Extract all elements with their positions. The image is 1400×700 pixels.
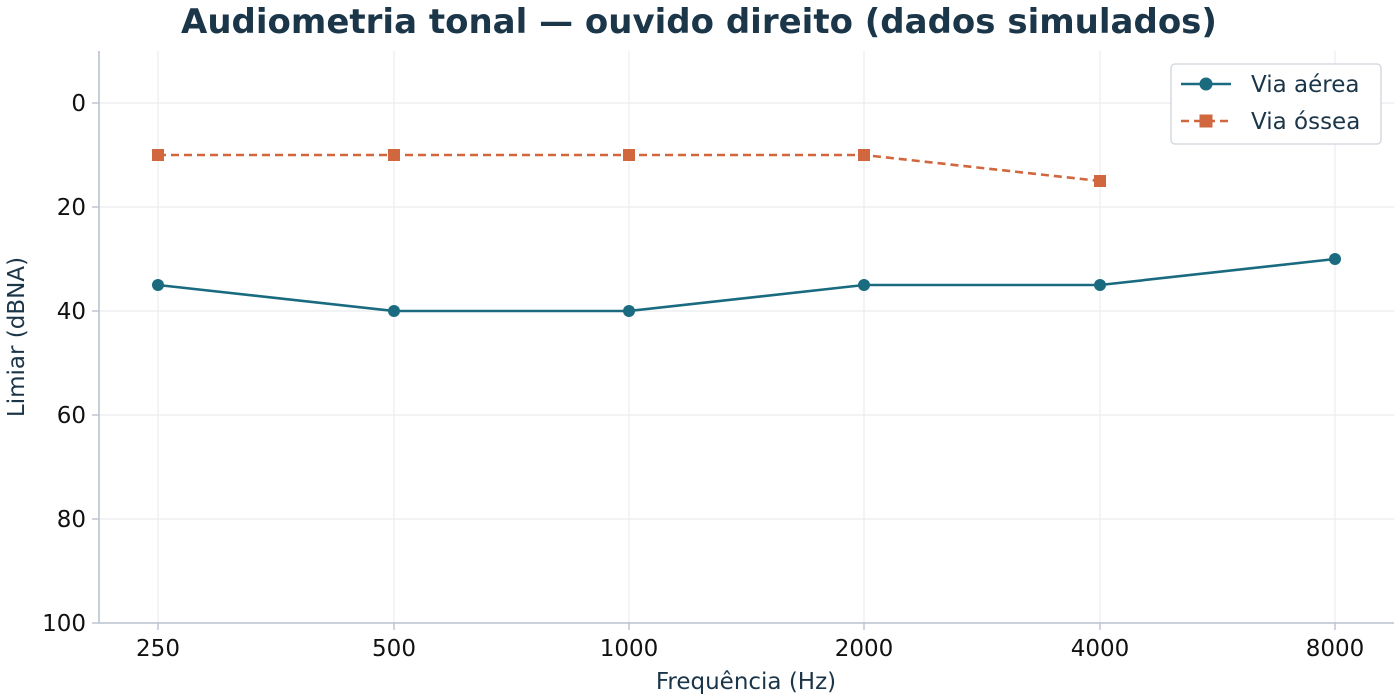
legend-label: Via óssea bbox=[1251, 109, 1360, 135]
y-tick-label: 20 bbox=[57, 195, 86, 221]
series-line bbox=[157, 257, 1336, 313]
y-tick-label: 40 bbox=[57, 299, 86, 325]
y-tick-label: 60 bbox=[57, 403, 86, 429]
x-axis-label: Frequência (Hz) bbox=[656, 669, 836, 695]
x-tick-label: 8000 bbox=[1306, 636, 1365, 662]
data-point bbox=[152, 279, 164, 291]
data-point bbox=[388, 149, 400, 161]
y-tick-label: 100 bbox=[42, 611, 86, 637]
x-tick-label: 1000 bbox=[600, 636, 659, 662]
y-axis-label: Limiar (dBNA) bbox=[4, 257, 30, 417]
legend: Via aérea Via óssea bbox=[1170, 63, 1382, 145]
legend-item: Via aérea bbox=[1181, 72, 1359, 98]
data-point bbox=[1199, 77, 1213, 91]
x-tick-label: 500 bbox=[372, 636, 416, 662]
data-point bbox=[1094, 279, 1106, 291]
data-point bbox=[1094, 175, 1106, 187]
x-tick-label: 250 bbox=[136, 636, 180, 662]
x-tick-label: 2000 bbox=[835, 636, 894, 662]
data-point bbox=[858, 149, 870, 161]
ticks: 250 500 1000 2000 4000 8000 0 20 40 60 80 100 bbox=[42, 91, 1364, 662]
data-point bbox=[623, 305, 635, 317]
data-point bbox=[1199, 114, 1213, 128]
y-tick-label: 0 bbox=[71, 91, 86, 117]
data-point bbox=[388, 305, 400, 317]
legend-item: Via óssea bbox=[1181, 109, 1360, 135]
y-tick-label: 80 bbox=[57, 507, 86, 533]
series-2 bbox=[152, 149, 1106, 187]
data-point bbox=[858, 279, 870, 291]
data-point bbox=[1329, 253, 1341, 265]
chart-title: Audiometria tonal — ouvido direito (dado… bbox=[181, 2, 1217, 42]
data-point bbox=[623, 149, 635, 161]
series-1 bbox=[152, 253, 1341, 317]
series bbox=[152, 149, 1341, 317]
axes bbox=[98, 51, 1394, 624]
legend-label: Via aérea bbox=[1251, 72, 1359, 98]
data-point bbox=[152, 149, 164, 161]
x-tick-label: 4000 bbox=[1071, 636, 1130, 662]
